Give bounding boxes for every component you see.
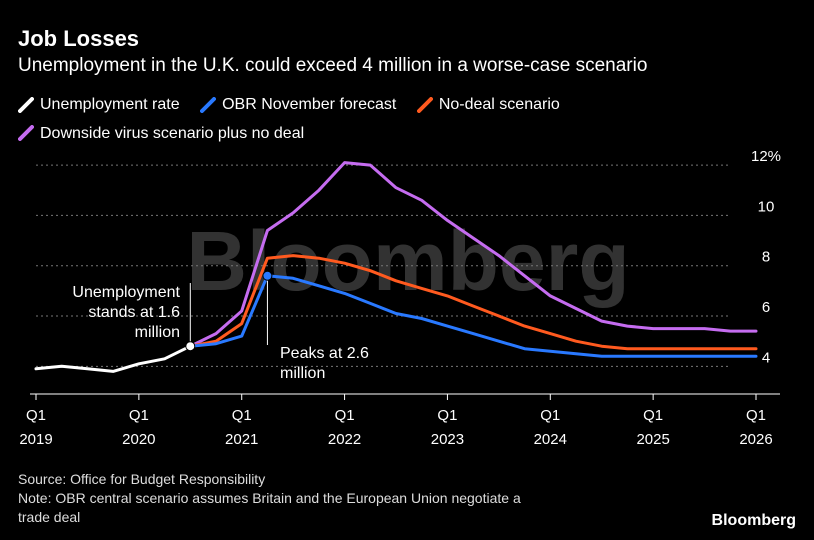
x-tick-year-2024: 2024 [534, 431, 567, 448]
annotation-current-line-3: million [135, 324, 180, 341]
x-tick-year-2020: 2020 [122, 431, 155, 448]
x-tick-year-2021: 2021 [225, 431, 258, 448]
x-tick-quarter-2022: Q1 [335, 407, 355, 424]
legend-item-no-deal: No-deal scenario [416, 92, 560, 117]
series-layer [34, 161, 758, 373]
legend: Unemployment rate OBR November forecast … [18, 92, 718, 149]
annotation-layer: Unemployment stands at 1.6 million Peaks at… [72, 270, 369, 382]
annotation-peak-line-1: Peaks at 2.6 [280, 345, 369, 362]
y-tick-label-8: 8 [762, 249, 770, 266]
x-tick-year-2023: 2023 [431, 431, 464, 448]
grid-layer: 4 6 8 10 12% [36, 148, 781, 367]
annotation-current-line-2: stands at 1.6 [88, 304, 180, 321]
legend-label-downside-virus: Downside virus scenario plus no deal [40, 124, 305, 142]
x-tick-year-2022: 2022 [328, 431, 361, 448]
chart-note-line-2: trade deal [18, 509, 81, 525]
footer: Source: Office for Budget Responsibility… [18, 470, 521, 527]
chart-note-line-1: Note: OBR central scenario assumes Brita… [18, 490, 521, 506]
series-line-no-deal-scenario [188, 254, 758, 351]
legend-item-unemployment-rate: Unemployment rate [18, 92, 180, 117]
bloomberg-logo: Bloomberg [711, 512, 796, 529]
annotation-peak-marker [262, 270, 273, 281]
x-axis: Q1 2019 Q1 2020 Q1 2021 Q1 2022 Q1 2023 Q1 2024 Q1 20… [19, 393, 780, 448]
x-tick-quarter-2024: Q1 [540, 407, 560, 424]
series-line-obr-november-forecast [188, 274, 758, 358]
x-tick-quarter-2025: Q1 [643, 407, 663, 424]
x-tick-year-2026: 2026 [739, 431, 772, 448]
legend-label-no-deal: No-deal scenario [438, 96, 560, 113]
y-tick-label-12: 12% [751, 148, 781, 165]
x-tick-quarter-2020: Q1 [129, 407, 149, 424]
legend-swatch-unemployment-rate [18, 96, 34, 113]
source-note: Source: Office for Budget Responsibility [18, 471, 266, 487]
legend-swatch-obr-forecast [200, 96, 217, 113]
y-tick-label-4: 4 [762, 349, 770, 366]
annotation-peak-line-2: million [280, 365, 325, 382]
x-tick-year-2025: 2025 [636, 431, 669, 448]
chart-title: Job Losses [18, 26, 140, 51]
x-tick-quarter-2026: Q1 [746, 407, 766, 424]
y-tick-label-10: 10 [758, 198, 775, 215]
legend-item-obr-forecast: OBR November forecast [200, 92, 396, 117]
series-line-downside-virus-scenario-plus-no-deal [188, 161, 758, 348]
series-line-unemployment-rate [34, 344, 192, 373]
x-tick-quarter-2021: Q1 [232, 407, 252, 424]
x-tick-quarter-2023: Q1 [437, 407, 457, 424]
annotation-current-line-1: Unemployment [72, 284, 180, 301]
chart-subtitle: Unemployment in the U.K. could exceed 4 … [18, 55, 648, 76]
legend-label-unemployment-rate: Unemployment rate [40, 96, 180, 113]
y-tick-label-6: 6 [762, 299, 770, 316]
legend-label-obr-forecast: OBR November forecast [222, 96, 397, 113]
annotation-current-marker [185, 341, 196, 352]
legend-swatch-downside-virus [18, 125, 34, 141]
legend-item-downside-virus: Downside virus scenario plus no deal [18, 121, 304, 146]
x-tick-quarter-2019: Q1 [26, 407, 46, 424]
legend-swatch-no-deal [416, 96, 433, 113]
x-tick-year-2019: 2019 [19, 431, 52, 448]
